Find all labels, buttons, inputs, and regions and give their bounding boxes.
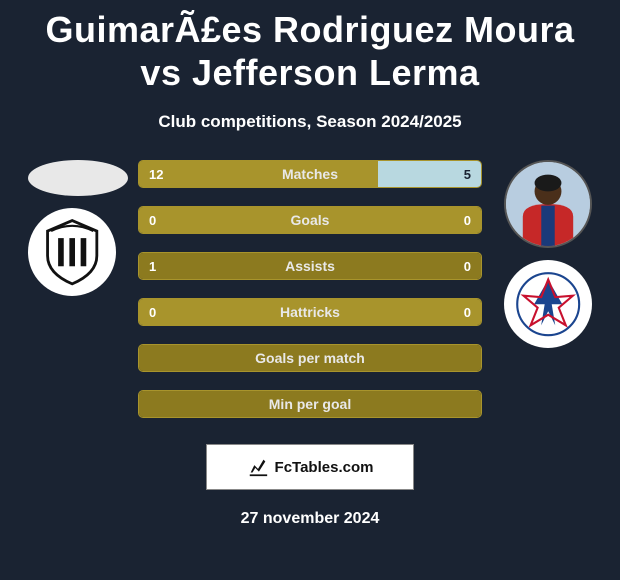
stat-label: Min per goal xyxy=(269,396,351,412)
player-left-avatar xyxy=(28,160,128,196)
player-right-column xyxy=(482,160,602,418)
brand-text: FcTables.com xyxy=(275,459,374,476)
stats-list: 12 5 Matches 0 0 Goals 1 0 Assists 0 0 Hattricks Goa… xyxy=(138,160,482,418)
date-text: 27 november 2024 xyxy=(0,510,620,528)
crystal-palace-crest-icon xyxy=(513,269,583,339)
chart-icon xyxy=(247,456,269,478)
team-left-crest xyxy=(28,208,116,296)
stat-value-right: 0 xyxy=(464,213,471,228)
stat-value-left: 12 xyxy=(149,167,163,182)
stat-row: 12 5 Matches xyxy=(138,160,482,188)
stat-label: Assists xyxy=(285,258,335,274)
stat-value-right: 5 xyxy=(464,167,471,182)
stat-label: Goals per match xyxy=(255,350,365,366)
stat-row: Goals per match xyxy=(138,344,482,372)
stat-row: Min per goal xyxy=(138,390,482,418)
stat-label: Hattricks xyxy=(280,304,340,320)
stat-label: Goals xyxy=(291,212,330,228)
stat-value-right: 0 xyxy=(464,259,471,274)
stat-value-left: 0 xyxy=(149,213,156,228)
newcastle-crest-icon xyxy=(37,217,107,287)
stat-row: 1 0 Assists xyxy=(138,252,482,280)
page-title: GuimarÃ£es Rodriguez Moura vs Jefferson … xyxy=(0,0,620,94)
stat-value-left: 1 xyxy=(149,259,156,274)
brand-badge: FcTables.com xyxy=(206,444,414,490)
stat-value-right: 0 xyxy=(464,305,471,320)
team-right-crest xyxy=(504,260,592,348)
stat-row: 0 0 Hattricks xyxy=(138,298,482,326)
stat-row: 0 0 Goals xyxy=(138,206,482,234)
comparison-area: 12 5 Matches 0 0 Goals 1 0 Assists 0 0 Hattricks Goa… xyxy=(0,160,620,418)
subtitle: Club competitions, Season 2024/2025 xyxy=(0,112,620,132)
player-right-avatar xyxy=(504,160,592,248)
stat-value-left: 0 xyxy=(149,305,156,320)
player-left-column xyxy=(18,160,138,418)
stat-label: Matches xyxy=(282,166,338,182)
